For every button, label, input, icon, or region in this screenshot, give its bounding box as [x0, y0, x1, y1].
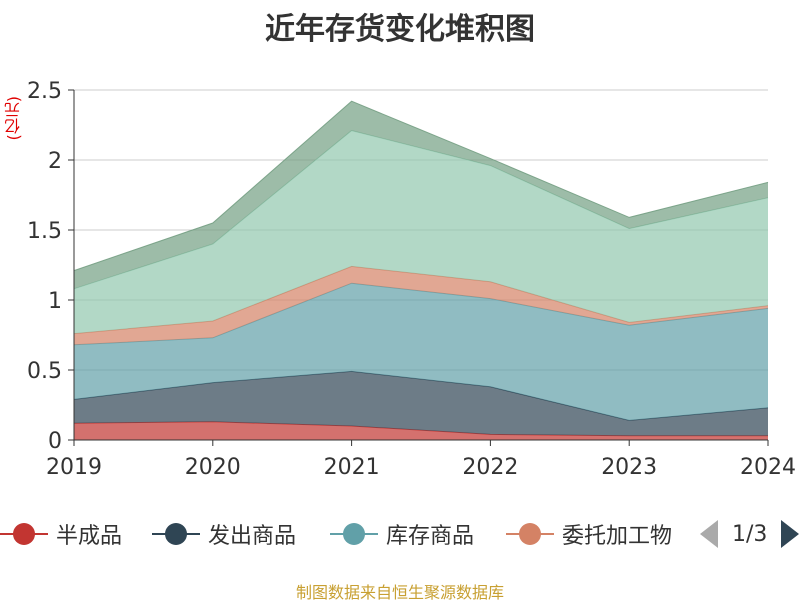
- area-series-1: [74, 371, 768, 436]
- legend-label: 发出商品: [208, 524, 297, 549]
- legend-item-0[interactable]: 半成品: [0, 516, 122, 552]
- data-source-note: 制图数据来自恒生聚源数据库: [295, 583, 504, 602]
- x-tick-label: 2022: [462, 455, 518, 480]
- legend-marker-dot: [165, 523, 187, 545]
- x-tick-label: 2023: [601, 455, 657, 480]
- y-tick-label: 0: [48, 429, 62, 454]
- chart-title: 近年存货变化堆积图: [265, 12, 535, 47]
- legend-next-page-icon[interactable]: [781, 520, 800, 548]
- legend-label: 库存商品: [386, 524, 475, 549]
- x-tick-label: 2020: [185, 455, 241, 480]
- x-tick-label: 2019: [46, 455, 102, 480]
- x-tick-label: 2021: [324, 455, 380, 480]
- legend-marker-icon: [0, 516, 48, 552]
- area-series-5: [74, 101, 768, 289]
- legend-marker-icon: [152, 516, 200, 552]
- legend-page-indicator: 1/3: [732, 521, 768, 547]
- x-tick-label: 2024: [740, 455, 796, 480]
- y-tick-label: 1: [48, 289, 62, 314]
- legend-item-2[interactable]: 库存商品: [330, 516, 474, 552]
- legend-marker-icon: [330, 516, 378, 552]
- y-tick-label: 2: [48, 149, 62, 174]
- legend-prev-page-icon[interactable]: [700, 520, 718, 548]
- area-series: [73, 100, 769, 440]
- area-series-line-3: [73, 265, 769, 335]
- legend-marker-dot: [13, 523, 35, 545]
- area-series-2: [74, 283, 768, 421]
- y-tick-label: 1.5: [27, 219, 62, 244]
- legend-pager: 1/3: [700, 516, 800, 552]
- legend-marker-icon: [506, 516, 554, 552]
- legend-label: 委托加工物: [562, 524, 673, 549]
- legend-marker-dot: [343, 523, 365, 545]
- legend: 半成品 发出商品 库存商品 委托加工物: [0, 516, 800, 552]
- legend-item-1[interactable]: 发出商品: [152, 516, 296, 552]
- y-tick-label: 2.5: [27, 79, 62, 104]
- area-series-line-5: [73, 100, 769, 272]
- area-series-3: [74, 266, 768, 345]
- legend-item-3[interactable]: 委托加工物: [506, 516, 684, 552]
- axes: 0 0.5 1 1.5 2 2.5 2019 2020 2021 2022 2023 2024: [27, 79, 796, 480]
- legend-label: 半成品: [56, 524, 123, 549]
- area-series-4: [74, 130, 768, 334]
- y-tick-label: 0.5: [27, 359, 62, 384]
- legend-marker-dot: [519, 523, 541, 545]
